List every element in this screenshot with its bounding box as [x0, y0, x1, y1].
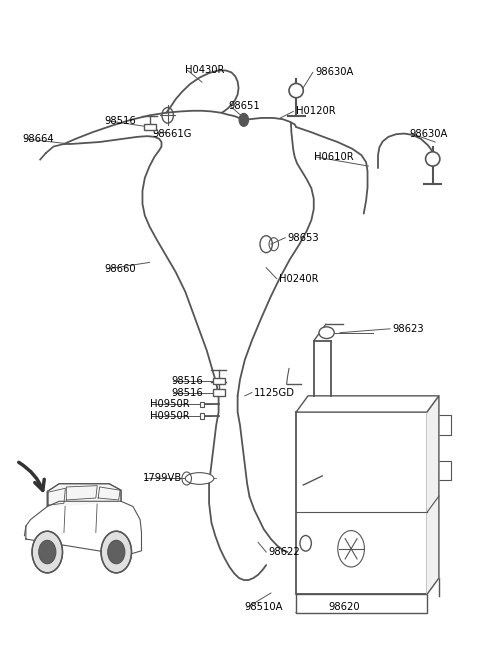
Bar: [296, 412, 427, 594]
Text: 98660: 98660: [104, 264, 136, 274]
Polygon shape: [48, 483, 121, 506]
Text: H0120R: H0120R: [296, 106, 336, 117]
Bar: [296, 594, 427, 612]
Circle shape: [239, 113, 249, 126]
Text: 98516: 98516: [171, 388, 203, 398]
Text: 98630A: 98630A: [315, 67, 354, 77]
Polygon shape: [427, 396, 439, 594]
Ellipse shape: [426, 152, 440, 166]
Text: H0950R: H0950R: [150, 400, 189, 409]
Circle shape: [108, 540, 125, 564]
Text: 98622: 98622: [268, 547, 300, 557]
Bar: [200, 402, 204, 407]
Text: 98661G: 98661G: [152, 128, 192, 139]
Text: 98510A: 98510A: [245, 603, 283, 612]
Text: 98651: 98651: [228, 102, 260, 111]
Text: H0240R: H0240R: [279, 274, 319, 284]
Text: H0950R: H0950R: [150, 411, 189, 421]
Ellipse shape: [185, 473, 214, 484]
Ellipse shape: [289, 83, 303, 98]
Text: 1799VB: 1799VB: [143, 474, 182, 483]
Text: H0610R: H0610R: [314, 152, 353, 162]
Text: 98516: 98516: [171, 376, 203, 386]
Circle shape: [101, 531, 132, 573]
Text: 98623: 98623: [392, 324, 424, 334]
Text: H0430R: H0430R: [185, 66, 225, 75]
Bar: [213, 378, 225, 384]
Text: 1125GD: 1125GD: [254, 388, 295, 398]
Circle shape: [32, 531, 62, 573]
Bar: [213, 389, 225, 396]
Bar: [200, 413, 204, 419]
Text: 98620: 98620: [328, 603, 360, 612]
Text: 98630A: 98630A: [409, 128, 447, 139]
Circle shape: [39, 540, 56, 564]
Ellipse shape: [319, 327, 334, 339]
Text: 98516: 98516: [104, 115, 136, 126]
Text: 98653: 98653: [288, 233, 319, 243]
Text: 98664: 98664: [22, 134, 54, 143]
Polygon shape: [296, 396, 439, 412]
Bar: [144, 124, 156, 130]
